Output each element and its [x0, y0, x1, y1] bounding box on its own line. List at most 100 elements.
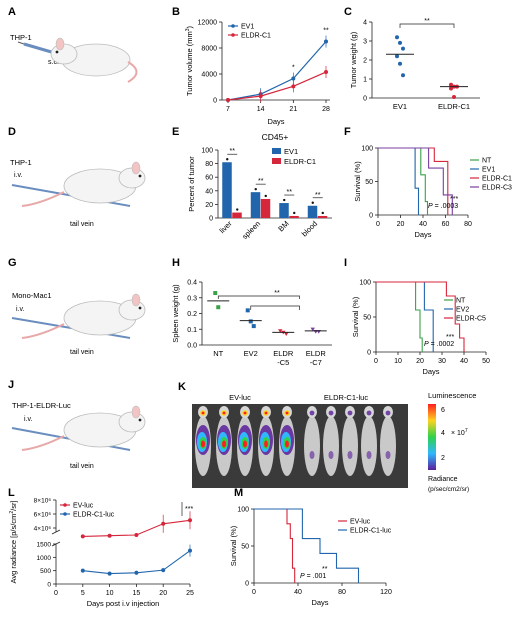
mouse	[342, 406, 358, 476]
series-eldr-c1	[226, 66, 328, 103]
x-axis-label: Days post i.v injection	[87, 599, 160, 608]
legend-label: EV1	[241, 24, 254, 31]
y-tick-label: 0	[47, 582, 51, 589]
legend-label: ELDR-C5	[456, 316, 486, 323]
bar-eldr-c1	[232, 212, 242, 218]
x-tick-label: 14	[257, 106, 265, 113]
x-category-label: EV1	[393, 102, 407, 111]
mouse	[195, 406, 211, 476]
mouse-illustration	[11, 405, 146, 451]
x-category-line: -C7	[310, 358, 322, 367]
mouse-body	[323, 416, 339, 476]
mouse-body	[361, 416, 377, 476]
site-label: tail vein	[70, 463, 94, 470]
data-point	[251, 324, 256, 329]
panel-letter: H	[172, 257, 180, 269]
p-value: P = .0003	[428, 203, 458, 210]
panel-letter-j: J	[8, 379, 14, 391]
significance-bracket	[399, 23, 455, 28]
signal-head	[366, 410, 372, 416]
panel-letter: M	[234, 487, 243, 499]
chart-title: CD45+	[262, 132, 289, 142]
panel-letter: L	[8, 487, 15, 499]
signal-high	[242, 440, 248, 448]
x-axis-label: Days	[267, 117, 284, 126]
y-tick-label: 0	[367, 350, 371, 357]
data-point	[284, 332, 289, 336]
panel-letter: I	[344, 257, 347, 269]
x-category-label: EV2	[244, 349, 258, 358]
y-tick-label: 50	[365, 179, 373, 186]
x-tick-label: 20	[397, 221, 405, 228]
legend-label: NT	[482, 158, 492, 165]
axis-break	[51, 529, 61, 535]
data-point	[398, 40, 402, 45]
mouse-body	[304, 416, 320, 476]
mouse	[304, 406, 320, 476]
y-tick-label: 1000	[37, 555, 52, 562]
survival-curve-eldr-c5	[376, 281, 465, 352]
y-tick-label: 0.2	[187, 311, 197, 318]
site-label: tail vein	[70, 349, 94, 356]
chart-tumor-weight: C 0 1 2 3 4 Tumor weight (g) EV1 ELDR-C1 **	[344, 6, 480, 111]
bar-ev1	[279, 203, 289, 218]
y-tick-label: 8×10⁶	[34, 498, 52, 505]
y-tick-label: 50	[363, 315, 371, 322]
x-tick-label: 10	[106, 590, 114, 597]
x-category-label: spleen	[240, 219, 262, 241]
x-tick-label: 0	[374, 358, 378, 365]
series-line	[227, 41, 327, 101]
data-point	[134, 570, 139, 575]
y-axis-label: Spleen weight (g)	[171, 284, 180, 343]
mouse-body	[380, 416, 396, 476]
data-point	[213, 291, 218, 296]
x-axis-label: Days	[422, 367, 439, 376]
data-point	[80, 534, 85, 539]
chart-survival-thp1: F 0 50 100 0 20 40 60 80 Survival (%) Days NT EV1 ELD…	[344, 126, 512, 239]
survival-curve-nt	[376, 281, 423, 352]
x-tick-label: 30	[438, 358, 446, 365]
group-eldr-c1	[440, 82, 468, 100]
x-category-line: -C5	[277, 358, 289, 367]
y-tick-label: 40	[205, 188, 213, 195]
data-point	[254, 187, 257, 191]
y-tick-label: 0.0	[187, 343, 197, 350]
data-point	[449, 86, 453, 91]
radiance-units: (p/sec/cm2/sr)	[428, 486, 469, 493]
legend-label: ELDR-C1-luc	[73, 512, 115, 519]
scale-title: Luminescence	[428, 391, 476, 400]
legend-label: EV1	[482, 167, 495, 174]
data-point	[236, 208, 239, 211]
group-label-ev-luc: EV-luc	[229, 393, 251, 402]
legend-label: ELDR-C1	[482, 176, 512, 183]
route-label: i.v.	[16, 306, 24, 313]
significance-marker: *	[292, 65, 295, 72]
y-tick-label: 0.4	[187, 280, 197, 287]
y-tick-label: 0	[363, 96, 367, 103]
y-axis-label: Tumor weight (g)	[349, 31, 358, 88]
panel-letter: E	[172, 126, 179, 138]
chart-cd45-percent: E CD45+ 0 20 40 60 80 100 Percent of tumor ** live…	[172, 126, 332, 241]
significance-marker: **	[230, 148, 236, 155]
x-axis-label: Days	[311, 598, 328, 607]
series-ev-luc	[80, 511, 192, 539]
chart-avg-radiance: L 8×10⁶ 6×10⁶ 4×10⁶ 0 500 1000 1500 0 5 10 15 20 25 Av…	[8, 487, 194, 608]
bar-eldr-c1	[317, 215, 328, 218]
x-tick-label: 10	[394, 358, 402, 365]
significance-bracket	[250, 305, 300, 310]
x-category-line: ELDR	[273, 349, 294, 358]
significance-marker: **	[322, 566, 328, 573]
y-tick-label: 1	[363, 77, 367, 84]
y-tick-label: 100	[237, 507, 249, 514]
data-point	[321, 211, 324, 215]
y-tick-label: 0	[209, 216, 213, 223]
data-point	[324, 70, 328, 75]
bar-ev1	[222, 162, 232, 218]
significance-marker: **	[258, 178, 264, 185]
group-eldr-c5	[272, 329, 295, 336]
series-ev1	[226, 35, 328, 102]
panel-letter-g: G	[8, 257, 17, 269]
data-point	[258, 94, 263, 99]
y-tick-label: 500	[40, 568, 51, 575]
